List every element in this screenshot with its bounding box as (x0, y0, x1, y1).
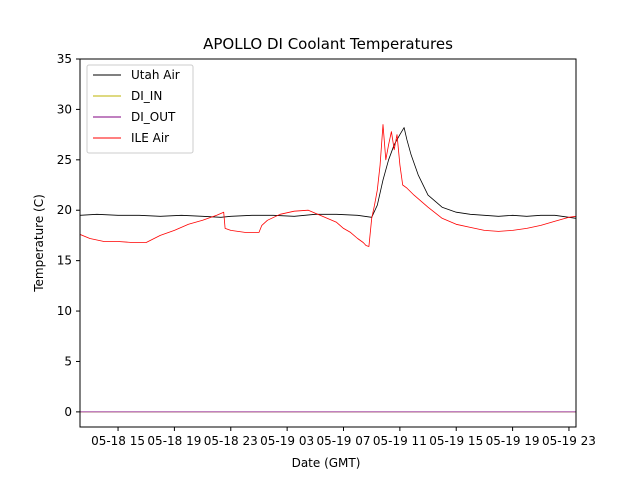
y-tick-label: 30 (57, 102, 72, 116)
y-tick-label: 35 (57, 52, 72, 66)
x-tick-label: 05-19 23 (542, 434, 596, 448)
legend-label-ile-air: ILE Air (131, 131, 169, 145)
series-line-utah-air (80, 127, 576, 219)
series-line-ile-air (80, 124, 576, 247)
x-axis: 05-18 15 05-18 19 05-18 23 05-19 03 05-19 07… (91, 427, 596, 448)
legend-label-utah-air: Utah Air (131, 68, 180, 82)
y-axis-label: Temperature (C) (32, 194, 46, 293)
x-tick-label: 05-18 23 (204, 434, 258, 448)
y-axis: 0 5 10 15 20 25 30 35 (57, 52, 80, 419)
x-tick-label: 05-19 15 (429, 434, 483, 448)
y-tick-label: 0 (64, 405, 72, 419)
y-tick-label: 5 (64, 354, 72, 368)
x-tick-label: 05-18 19 (147, 434, 201, 448)
x-tick-label: 05-19 07 (317, 434, 371, 448)
y-tick-label: 15 (57, 254, 72, 268)
y-tick-label: 20 (57, 203, 72, 217)
x-axis-label: Date (GMT) (292, 456, 361, 470)
x-tick-label: 05-19 19 (486, 434, 540, 448)
plot-frame (79, 58, 577, 428)
x-tick-label: 05-19 11 (373, 434, 427, 448)
y-tick-label: 10 (57, 304, 72, 318)
y-tick-label: 25 (57, 153, 72, 167)
legend: Utah Air DI_IN DI_OUT ILE Air (86, 64, 194, 154)
legend-box (86, 64, 194, 154)
x-tick-label: 05-19 03 (260, 434, 314, 448)
legend-label-di-in: DI_IN (131, 89, 162, 103)
chart-title: APOLLO DI Coolant Temperatures (203, 35, 453, 53)
legend-label-di-out: DI_OUT (131, 110, 176, 124)
x-tick-label: 05-18 15 (91, 434, 145, 448)
plot-area (79, 58, 577, 428)
